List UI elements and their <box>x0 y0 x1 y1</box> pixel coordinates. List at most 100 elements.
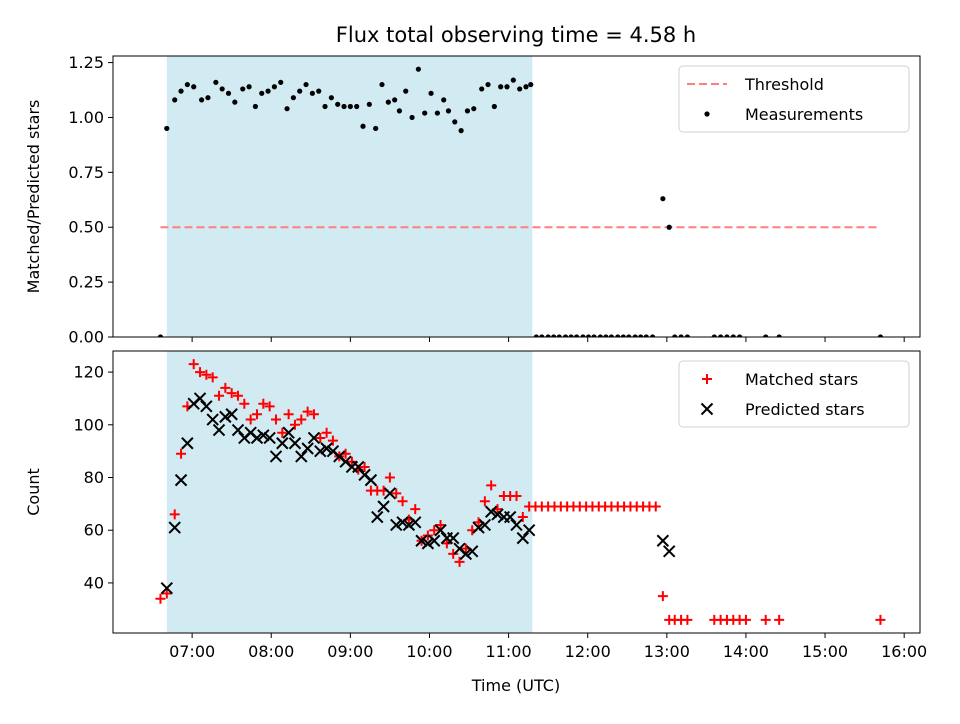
y-tick-label: 1.00 <box>68 108 104 127</box>
data-point <box>270 414 281 425</box>
data-point <box>264 401 275 412</box>
data-point <box>660 196 666 202</box>
data-point <box>200 400 213 413</box>
data-point <box>650 501 661 512</box>
data-point <box>383 487 397 500</box>
data-point <box>428 534 441 547</box>
data-point <box>428 90 434 96</box>
data-point <box>284 106 290 112</box>
data-point <box>478 518 492 532</box>
data-point <box>282 426 295 439</box>
data-point <box>206 413 219 426</box>
data-point <box>517 512 528 523</box>
data-point <box>403 88 409 94</box>
data-point <box>503 510 517 524</box>
data-point <box>301 442 314 455</box>
data-point <box>169 509 180 520</box>
data-point <box>219 86 225 92</box>
data-point <box>276 437 289 450</box>
x-axis-label: Time (UTC) <box>471 676 560 695</box>
data-point <box>303 81 309 88</box>
data-point <box>250 431 264 445</box>
data-point <box>638 334 644 337</box>
data-point <box>168 521 181 534</box>
data-point <box>422 110 428 116</box>
data-point <box>409 114 415 121</box>
data-point <box>302 406 313 417</box>
data-point <box>711 334 717 337</box>
legend-marker <box>704 111 710 117</box>
data-point <box>603 334 609 337</box>
data-point <box>662 545 676 558</box>
data-point <box>176 448 187 459</box>
legend-label: Predicted stars <box>745 400 865 419</box>
data-point <box>737 334 743 337</box>
data-point <box>877 334 884 337</box>
data-point <box>523 84 529 90</box>
y-tick-label: 1.25 <box>68 53 104 72</box>
data-point <box>464 108 471 114</box>
y-tick-label: 80 <box>84 468 104 487</box>
data-point <box>314 444 327 458</box>
data-point <box>232 99 238 105</box>
x-tick-label: 12:00 <box>565 642 611 661</box>
data-point <box>271 84 277 90</box>
data-point <box>308 409 319 420</box>
data-point <box>178 88 184 94</box>
data-point <box>195 367 206 378</box>
data-point <box>199 97 205 103</box>
data-point <box>875 614 886 625</box>
data-point <box>157 334 164 337</box>
data-point <box>341 103 347 110</box>
data-point <box>666 224 672 230</box>
legend-entry: Matched stars <box>702 370 858 389</box>
data-point <box>225 90 232 96</box>
data-point <box>225 408 238 421</box>
data-point <box>161 588 172 599</box>
data-point <box>214 390 225 401</box>
data-point <box>283 409 294 420</box>
data-point <box>385 99 391 105</box>
observing-span <box>166 351 533 633</box>
data-point <box>164 125 170 132</box>
data-point <box>392 97 398 103</box>
data-point <box>213 79 219 85</box>
axes-frame <box>112 55 921 338</box>
legend-box <box>678 65 910 133</box>
data-point <box>533 334 539 337</box>
data-point <box>776 334 782 337</box>
data-point <box>410 504 421 515</box>
data-point <box>239 398 250 409</box>
legend: Matched stars Predicted stars <box>678 360 910 428</box>
data-point <box>289 419 300 430</box>
data-point <box>491 508 504 521</box>
data-point <box>415 534 428 547</box>
y-tick-label: 0.25 <box>68 273 104 292</box>
data-point <box>231 423 245 437</box>
data-point <box>377 500 390 513</box>
data-point <box>320 442 333 455</box>
data-point <box>184 81 190 88</box>
x-tick-label: 08:00 <box>248 642 294 661</box>
data-point <box>585 334 592 337</box>
data-point <box>322 103 328 110</box>
data-point <box>277 427 288 438</box>
x-tick-label: 10:00 <box>406 642 452 661</box>
legend: Threshold Measurements <box>678 65 910 133</box>
data-point <box>421 537 435 550</box>
chart-title: Flux total observing time = 4.58 h <box>336 23 696 47</box>
data-point <box>718 334 724 337</box>
axes-frame <box>112 350 921 634</box>
legend-marker <box>702 374 712 384</box>
series-measurements <box>157 66 884 337</box>
data-point <box>352 460 365 474</box>
legend-label: Measurements <box>745 105 863 124</box>
panel-count: 40 60 80 100 120 07:00 08:00 09:00 10:00 11:00 12:… <box>24 350 927 661</box>
data-point <box>295 450 308 463</box>
data-point <box>278 79 284 85</box>
y-tick-label: 0.75 <box>68 163 104 182</box>
data-point <box>160 581 174 595</box>
data-point <box>649 334 656 337</box>
data-point <box>551 334 557 337</box>
